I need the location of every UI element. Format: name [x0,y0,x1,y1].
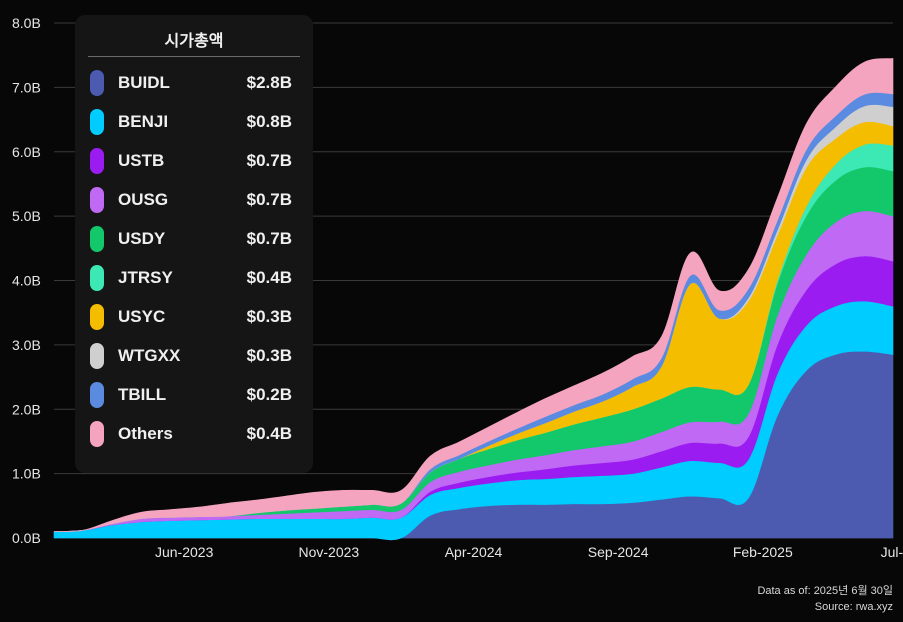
data-as-of-note: Data as of: 2025년 6월 30일 [757,585,893,597]
legend-item-value: $0.7B [246,190,292,209]
y-tick-label: 7.0B [12,79,41,95]
legend-item-name: BUIDL [118,73,170,92]
legend-item-jtrsy: JTRSY $0.4B [75,263,313,293]
legend-item-name: USDY [118,229,166,248]
x-tick-label: Nov-2023 [298,544,359,560]
legend-item-wtgxx: WTGXX $0.3B [75,341,313,371]
legend-item-buidl: BUIDL $2.8B [75,68,313,98]
legend-item-name: Others [118,424,173,443]
y-tick-label: 0.0B [12,530,41,546]
legend-item-tbill: TBILL $0.2B [75,380,313,410]
legend-swatch [90,265,104,291]
legend-swatch [90,226,104,252]
y-tick-label: 6.0B [12,144,41,160]
legend-swatch [90,109,104,135]
area-series [53,58,894,541]
x-tick-label: Apr-2024 [445,544,503,560]
legend-swatch [90,70,104,96]
legend-item-name: USYC [118,307,166,326]
y-tick-label: 2.0B [12,401,41,417]
legend-swatch [90,382,104,408]
source-note: Source: rwa.xyz [814,601,893,613]
x-tick-label: Feb-2025 [733,544,793,560]
legend-item-value: $2.8B [246,73,292,92]
legend-item-name: JTRSY [118,268,173,287]
legend-item-value: $0.4B [246,268,292,287]
y-tick-label: 4.0B [12,273,41,289]
legend-item-ousg: OUSG $0.7B [75,185,313,215]
legend-swatch [90,421,104,447]
legend-item-name: OUSG [118,190,169,209]
legend-swatch [90,187,104,213]
legend-item-name: WTGXX [118,346,181,365]
y-axis: 0.0B 1.0B 2.0B 3.0B 4.0B 5.0B 6.0B 7.0B 8.0B [12,15,41,546]
legend-panel: 시가총액 BUIDL $2.8B BENJI $0.8B USTB $0.7B OUSG $0… [75,15,313,473]
x-tick-label: Sep-2024 [588,544,649,560]
legend-item-value: $0.7B [246,229,292,248]
legend-swatch [90,148,104,174]
legend-swatch [90,304,104,330]
legend-item-value: $0.7B [246,151,292,170]
y-tick-label: 5.0B [12,208,41,224]
legend-item-usyc: USYC $0.3B [75,302,313,332]
legend-item-name: BENJI [118,112,169,131]
legend-title: 시가총액 [164,33,224,50]
legend-item-value: $0.2B [246,385,292,404]
legend-divider [88,56,300,57]
legend-item-others: Others $0.4B [75,419,313,449]
y-tick-label: 8.0B [12,15,41,31]
legend-item-benji: BENJI $0.8B [75,107,313,137]
legend-item-ustb: USTB $0.7B [75,146,313,176]
x-tick-label: Jun-2023 [155,544,214,560]
x-axis: Jun-2023 Nov-2023 Apr-2024 Sep-2024 Feb-2025… [155,544,903,560]
x-tick-label: Jul-2025 [881,544,903,560]
legend-item-value: $0.3B [246,307,292,326]
y-tick-label: 1.0B [12,466,41,482]
legend-item-value: $0.8B [246,112,292,131]
legend-item-name: USTB [118,151,165,170]
legend-item-usdy: USDY $0.7B [75,224,313,254]
legend-item-value: $0.3B [246,346,292,365]
legend-item-name: TBILL [118,385,167,404]
legend-swatch [90,343,104,369]
legend-item-value: $0.4B [246,424,292,443]
series-area-others [53,58,894,532]
y-tick-label: 3.0B [12,337,41,353]
